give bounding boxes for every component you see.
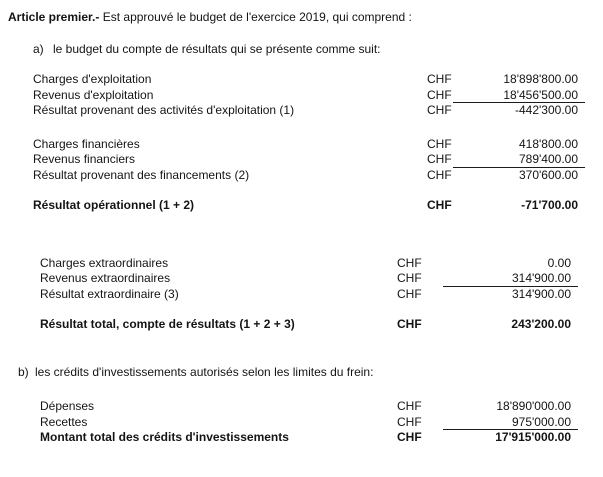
row-amount: 314'900.00 (511, 286, 571, 301)
financial-results-table: Charges financières CHF 418'800.00 Reven… (0, 137, 603, 184)
investments-table: Dépenses CHF 18'890'000.00 Recettes CHF … (0, 399, 603, 446)
row-label: Dépenses (40, 399, 95, 413)
table-row: Résultat extraordinaire (3) CHF 314'900.… (0, 287, 603, 303)
row-currency: CHF (427, 72, 452, 86)
row-label: Revenus d'exploitation (33, 87, 154, 102)
table-row: Résultat provenant des activités d'explo… (0, 103, 603, 119)
row-label: Charges extraordinaires (40, 255, 169, 270)
row-amount: 18'890'000.00 (496, 399, 571, 413)
operating-results-table: Charges d'exploitation CHF 18'898'800.00… (0, 72, 603, 119)
row-label: Résultat extraordinaire (3) (40, 286, 179, 301)
table-row: Dépenses CHF 18'890'000.00 (0, 399, 603, 415)
row-label: Revenus extraordinaires (40, 271, 171, 285)
row-amount: 418'800.00 (518, 136, 578, 151)
row-currency: CHF (397, 271, 422, 285)
row-amount: 18'456'500.00 (453, 88, 585, 103)
row-amount: 314'900.00 (443, 271, 578, 287)
row-label: Résultat opérationnel (1 + 2) (33, 198, 195, 212)
row-label: Résultat provenant des financements (2) (33, 167, 250, 182)
row-amount: 243'200.00 (511, 317, 571, 331)
row-currency: CHF (397, 430, 422, 444)
row-amount: 975'000.00 (443, 415, 578, 430)
row-label: Revenus financiers (33, 152, 136, 166)
row-amount: 18'898'800.00 (503, 72, 578, 86)
article-label: Article premier.- (8, 10, 100, 24)
row-currency: CHF (397, 317, 422, 331)
total-result-row: Résultat total, compte de résultats (1 +… (0, 317, 603, 333)
row-currency: CHF (397, 255, 422, 270)
section-a-heading-text: le budget du compte de résultats qui se … (53, 41, 381, 56)
row-currency: CHF (427, 167, 452, 182)
table-row: Revenus d'exploitation CHF 18'456'500.00 (0, 87, 603, 103)
row-currency: CHF (427, 87, 452, 102)
table-row: Revenus extraordinaires CHF 314'900.00 (0, 271, 603, 287)
article-heading: Article premier.- Est approuvé le budget… (8, 10, 603, 26)
section-b-heading: b) les crédits d'investissements autorisé… (18, 365, 603, 381)
table-row: Résultat provenant des financements (2) … (0, 168, 603, 184)
row-amount: -442'300.00 (514, 103, 578, 117)
row-currency: CHF (427, 103, 452, 117)
extraordinary-results-table: Charges extraordinaires CHF 0.00 Revenus… (0, 256, 603, 303)
row-currency: CHF (427, 136, 452, 151)
table-row: Charges d'exploitation CHF 18'898'800.00 (0, 72, 603, 88)
section-a-marker: a) (33, 41, 44, 56)
table-row: Revenus financiers CHF 789'400.00 (0, 152, 603, 168)
row-currency: CHF (427, 198, 452, 212)
row-label: Charges d'exploitation (33, 72, 152, 86)
row-amount: -71'700.00 (521, 198, 578, 212)
row-amount: 370'600.00 (518, 167, 578, 182)
section-a-heading: a) le budget du compte de résultats qui s… (33, 42, 603, 58)
table-row: Recettes CHF 975'000.00 (0, 414, 603, 430)
row-label: Charges financières (33, 136, 140, 151)
row-currency: CHF (397, 286, 422, 301)
row-currency: CHF (397, 414, 422, 429)
row-label: Recettes (40, 414, 88, 429)
article-text: Est approuvé le budget de l'exercice 201… (102, 10, 412, 24)
operational-result-row: Résultat opérationnel (1 + 2) CHF -71'70… (0, 198, 603, 214)
row-amount: 17'915'000.00 (495, 430, 571, 444)
row-label: Résultat provenant des activités d'explo… (33, 103, 295, 117)
row-amount: 0.00 (547, 255, 571, 270)
section-b-marker: b) (18, 364, 29, 379)
investments-total-row: Montant total des crédits d'investisseme… (0, 430, 603, 446)
budget-page: Article premier.- Est approuvé le budget… (0, 10, 603, 477)
row-amount: 789'400.00 (453, 152, 585, 168)
table-row: Charges extraordinaires CHF 0.00 (0, 256, 603, 272)
row-label: Résultat total, compte de résultats (1 +… (40, 317, 295, 331)
row-label: Montant total des crédits d'investisseme… (40, 430, 289, 444)
table-row: Charges financières CHF 418'800.00 (0, 137, 603, 153)
section-b-heading-text: les crédits d'investissements autorisés … (35, 364, 374, 379)
row-currency: CHF (397, 399, 422, 413)
row-currency: CHF (427, 152, 452, 166)
